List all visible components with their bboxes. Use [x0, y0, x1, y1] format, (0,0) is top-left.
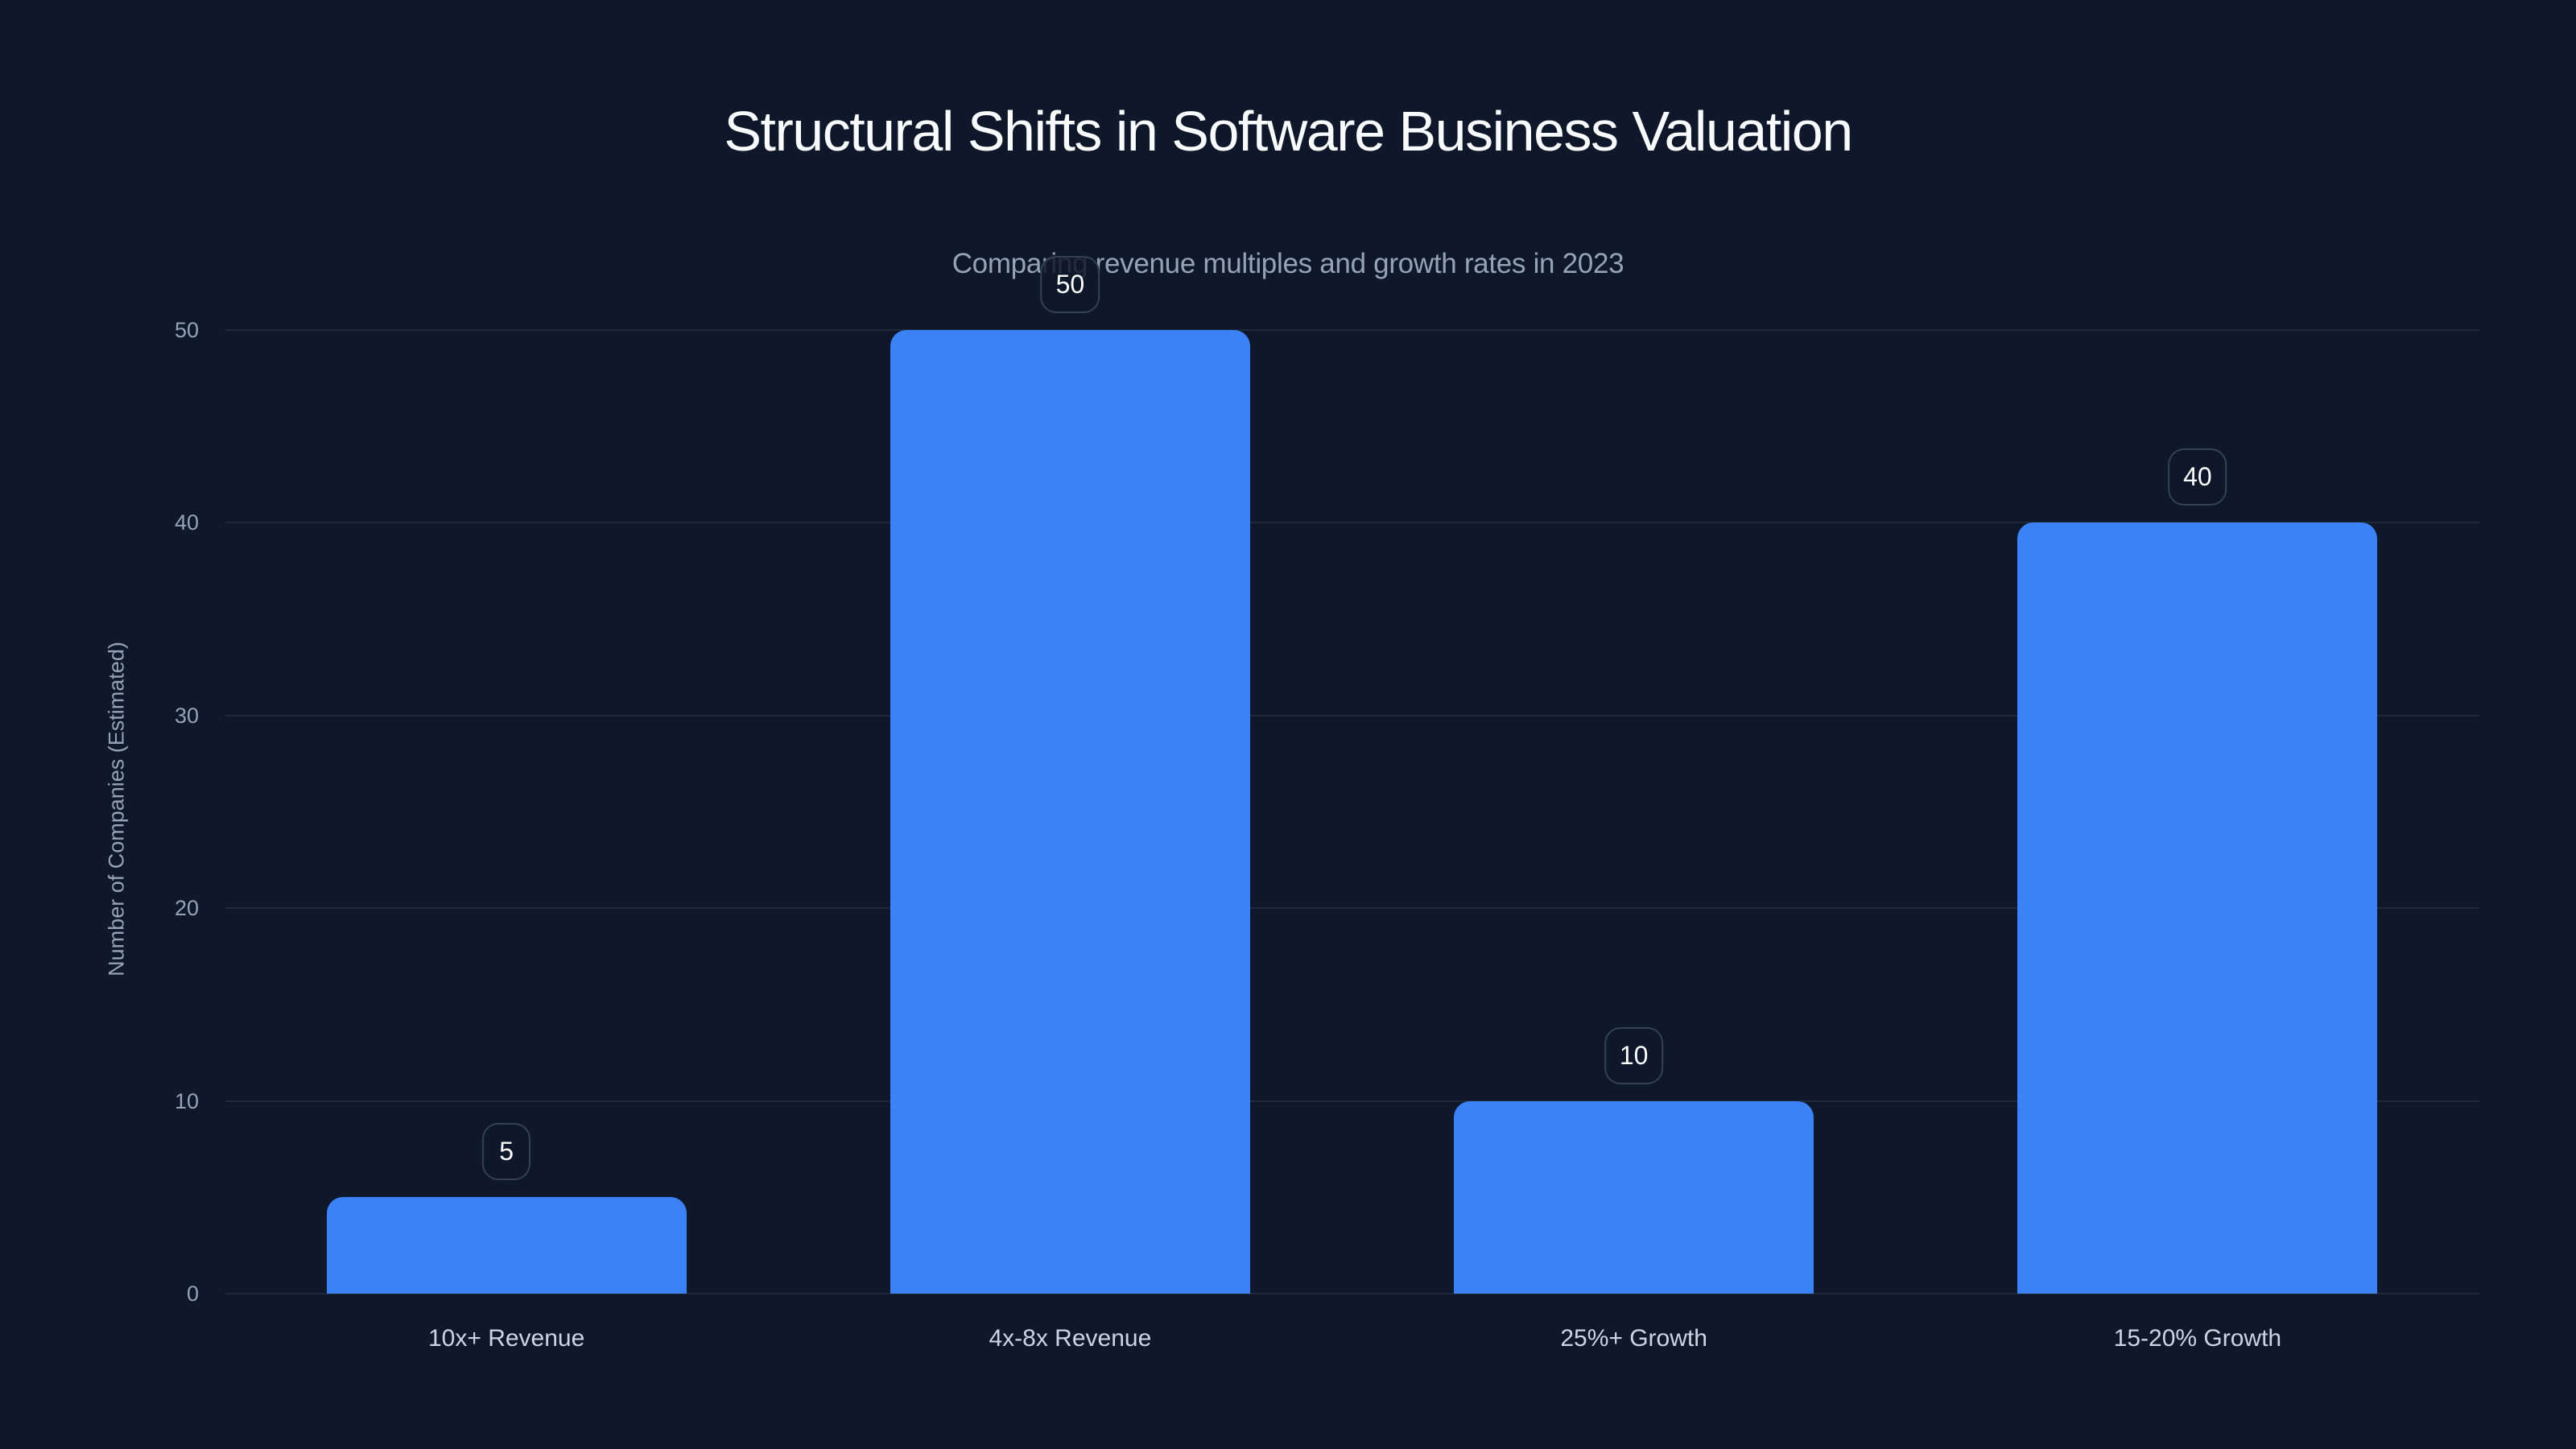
y-axis-label: Number of Companies (Estimated)	[104, 642, 129, 976]
y-tick-label: 0	[186, 1282, 199, 1306]
gridline	[225, 329, 2479, 331]
value-label: 50	[1040, 256, 1100, 313]
y-tick-label: 10	[174, 1088, 199, 1113]
plot-area: 0 10 20 30 40 50 5 50 10 40	[175, 256, 2479, 1306]
x-tick-label: 15-20% Growth	[2113, 1325, 2282, 1352]
x-tick-label: 4x-8x Revenue	[989, 1325, 1152, 1352]
value-label: 5	[482, 1123, 531, 1181]
y-tick-label: 40	[174, 510, 199, 535]
x-tick-label: 25%+ Growth	[1560, 1325, 1707, 1352]
chart-title: Structural Shifts in Software Business V…	[724, 100, 1853, 163]
gridline	[225, 907, 2479, 910]
bar[interactable]	[2017, 522, 2378, 1294]
gridline	[225, 1100, 2479, 1102]
gridline	[225, 522, 2479, 524]
y-tick-label: 50	[174, 318, 199, 342]
bar[interactable]	[1454, 1100, 1814, 1294]
bar[interactable]	[326, 1197, 687, 1294]
x-tick-label: 10x+ Revenue	[427, 1325, 585, 1352]
y-tick-label: 30	[174, 703, 199, 728]
y-tick-label: 20	[174, 896, 199, 921]
value-label: 10	[1604, 1026, 1664, 1084]
gridline	[225, 1293, 2479, 1294]
bar[interactable]	[890, 330, 1250, 1294]
value-label: 40	[2168, 448, 2227, 506]
chart-subtitle: Comparing revenue multiples and growth r…	[952, 248, 1624, 279]
gridline	[225, 714, 2479, 716]
